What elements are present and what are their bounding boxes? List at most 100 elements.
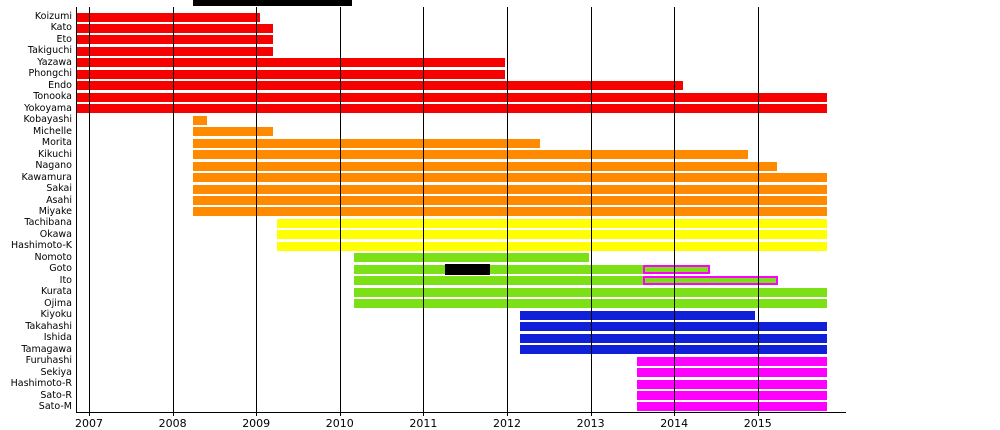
timeline-bar-yokoyama bbox=[75, 104, 828, 114]
row-label-morita: Morita bbox=[41, 137, 72, 149]
axis-tick-label-2012: 2012 bbox=[493, 417, 521, 430]
timeline-bar-tamagawa bbox=[520, 345, 828, 355]
gridline-2011 bbox=[423, 7, 425, 412]
row-label-miyake: Miyake bbox=[38, 205, 72, 217]
timeline-bar-okawa bbox=[277, 230, 828, 240]
gridline-2012 bbox=[507, 7, 508, 412]
timeline-bar-miyake bbox=[192, 207, 828, 217]
row-label-phongchi: Phongchi bbox=[28, 68, 73, 80]
timeline-bar-asahi bbox=[192, 196, 828, 206]
row-label-tachibana: Tachibana bbox=[24, 217, 72, 229]
row-label-eto: Eto bbox=[56, 33, 72, 45]
gridline-2015 bbox=[757, 7, 759, 412]
axis-tick-label-2014: 2014 bbox=[660, 417, 689, 430]
timeline-bar-hashimoto-k bbox=[277, 241, 828, 251]
row-label-ito: Ito bbox=[59, 274, 72, 286]
timeline-bar-tonooka bbox=[75, 92, 828, 102]
row-label-kato: Kato bbox=[50, 22, 72, 34]
timeline-bar-morita bbox=[192, 138, 541, 148]
gridline-2013 bbox=[590, 7, 592, 412]
timeline-bar-hashimoto-r bbox=[637, 379, 828, 389]
row-label-yazawa: Yazawa bbox=[37, 56, 72, 68]
timeline-bar-kikuchi bbox=[192, 150, 748, 160]
timeline-bar-sato-r bbox=[637, 391, 828, 400]
timeline-bar-endo bbox=[75, 81, 683, 91]
row-label-tamagawa: Tamagawa bbox=[21, 343, 72, 355]
timeline-bar-eto bbox=[75, 35, 273, 45]
axis-tick-2014 bbox=[674, 412, 676, 416]
row-label-nomoto: Nomoto bbox=[34, 251, 72, 263]
row-label-kiyoku: Kiyoku bbox=[40, 309, 72, 321]
timeline-bar-koizumi bbox=[75, 12, 261, 22]
axis-tick-label-2015: 2015 bbox=[743, 417, 772, 430]
row-label-koizumi: Koizumi bbox=[34, 11, 72, 22]
gridline-2008 bbox=[172, 7, 174, 412]
row-label-hashimoto-k: Hashimoto-K bbox=[10, 240, 72, 252]
cropped-legend-bar bbox=[193, 0, 352, 6]
timeline-bar-kobayashi bbox=[192, 115, 207, 125]
timeline-bar-ojima bbox=[354, 299, 828, 309]
row-label-sato-r: Sato-R bbox=[40, 389, 72, 401]
axis-tick-label-2010: 2010 bbox=[325, 417, 354, 430]
timeline-bar-takahashi bbox=[520, 322, 828, 332]
row-label-nagano: Nagano bbox=[35, 160, 72, 172]
axis-tick-2011 bbox=[423, 412, 425, 416]
timeline-bar-nagano bbox=[192, 161, 778, 171]
timeline-bar-phongchi bbox=[75, 69, 506, 79]
timeline-bar-ito-concurrent bbox=[643, 276, 778, 286]
axis-tick-2015 bbox=[757, 412, 759, 416]
row-label-sekiya: Sekiya bbox=[40, 366, 72, 378]
timeline-bar-furuhashi bbox=[637, 356, 828, 366]
row-label-yokoyama: Yokoyama bbox=[24, 102, 72, 114]
row-label-sakai: Sakai bbox=[46, 183, 72, 195]
gridline-2010 bbox=[339, 7, 341, 412]
row-label-asahi: Asahi bbox=[46, 194, 72, 206]
row-label-sato-m: Sato-M bbox=[38, 400, 72, 412]
row-label-michelle: Michelle bbox=[32, 125, 72, 137]
axis-tick-2009 bbox=[256, 412, 258, 416]
row-label-kobayashi: Kobayashi bbox=[23, 114, 72, 126]
timeline-bar-kiyoku bbox=[520, 310, 756, 320]
row-label-takahashi: Takahashi bbox=[25, 320, 72, 332]
timeline-bar-goto bbox=[354, 264, 644, 274]
gridline-2014 bbox=[674, 7, 676, 412]
axis-tick-2013 bbox=[590, 412, 592, 416]
timeline-bar-nomoto bbox=[354, 253, 589, 263]
x-axis-line bbox=[76, 412, 846, 413]
row-label-hashimoto-r: Hashimoto-R bbox=[10, 378, 72, 390]
timeline-bar-kawamura bbox=[192, 173, 828, 183]
timeline-bar-sakai bbox=[192, 184, 828, 194]
axis-tick-label-2007: 2007 bbox=[75, 417, 103, 430]
row-label-okawa: Okawa bbox=[39, 228, 72, 240]
row-label-kurata: Kurata bbox=[40, 286, 72, 298]
row-label-tonooka: Tonooka bbox=[33, 91, 72, 103]
timeline-bar-takiguchi bbox=[75, 46, 273, 56]
axis-tick-label-2009: 2009 bbox=[242, 417, 271, 430]
timeline-bar-goto-concurrent bbox=[643, 264, 711, 274]
timeline-bar-ito bbox=[354, 276, 644, 286]
timeline-bar-ishida bbox=[520, 333, 828, 343]
row-label-takiguchi: Takiguchi bbox=[27, 45, 72, 57]
timeline-bar-sato-m bbox=[637, 402, 828, 412]
row-label-ishida: Ishida bbox=[43, 332, 72, 344]
axis-tick-2010 bbox=[339, 412, 341, 416]
row-label-ojima: Ojima bbox=[44, 297, 72, 309]
gridline-2007 bbox=[89, 7, 90, 412]
gridline-2009 bbox=[256, 7, 258, 412]
axis-tick-label-2011: 2011 bbox=[409, 417, 438, 430]
row-label-furuhashi: Furuhashi bbox=[25, 355, 72, 367]
timeline-bar-yazawa bbox=[75, 58, 506, 68]
row-label-kikuchi: Kikuchi bbox=[38, 148, 72, 160]
timeline-bar-michelle bbox=[192, 127, 273, 137]
axis-tick-label-2013: 2013 bbox=[576, 417, 605, 430]
timeline-bar-tachibana bbox=[277, 218, 828, 228]
hiatus-bar-goto bbox=[445, 263, 491, 275]
timeline-bar-kato bbox=[75, 23, 273, 33]
y-axis-line bbox=[76, 7, 77, 412]
axis-tick-2007 bbox=[89, 412, 90, 416]
axis-tick-label-2008: 2008 bbox=[158, 417, 187, 430]
row-label-endo: Endo bbox=[48, 79, 72, 91]
timeline-bar-sekiya bbox=[637, 368, 828, 378]
row-label-goto: Goto bbox=[49, 263, 72, 275]
